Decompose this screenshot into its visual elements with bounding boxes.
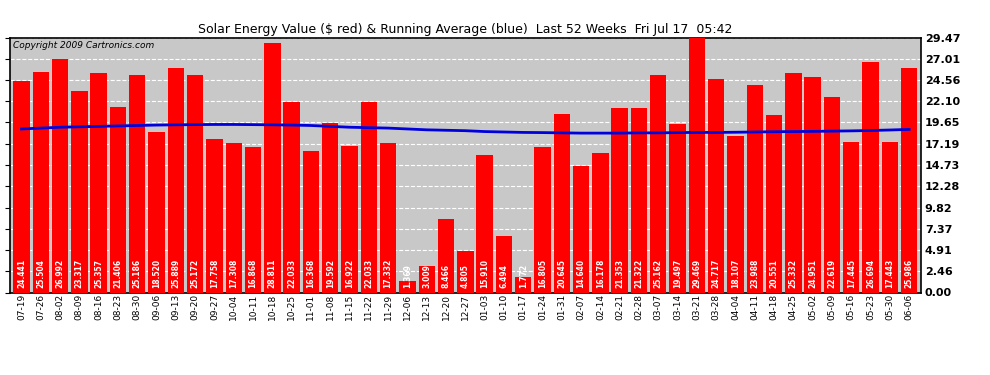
Text: 25.162: 25.162 [653,259,662,288]
Bar [689,38,705,292]
Text: 16.805: 16.805 [538,259,547,288]
Bar [785,73,802,292]
Text: 19.497: 19.497 [673,259,682,288]
Bar [573,166,589,292]
Bar [824,97,841,292]
Bar [728,136,743,292]
Bar [746,85,763,292]
Text: 16.922: 16.922 [346,259,354,288]
Bar [438,219,454,292]
Bar [399,280,416,292]
Bar [360,102,377,292]
Bar [206,139,223,292]
Title: Solar Energy Value ($ red) & Running Average (blue)  Last 52 Weeks  Fri Jul 17  : Solar Energy Value ($ red) & Running Ave… [198,23,733,36]
Bar [380,142,396,292]
Bar [496,236,512,292]
Bar [631,108,647,292]
Bar [766,115,782,292]
Text: 25.357: 25.357 [94,259,103,288]
Text: 25.986: 25.986 [905,259,914,288]
Text: 16.178: 16.178 [596,259,605,288]
Bar [90,73,107,292]
Text: 26.992: 26.992 [55,259,64,288]
Text: 18.520: 18.520 [152,259,161,288]
Text: 16.368: 16.368 [307,259,316,288]
Bar [476,155,493,292]
Text: 17.758: 17.758 [210,259,219,288]
Text: 19.592: 19.592 [326,259,335,288]
Bar [129,75,146,292]
Text: 23.317: 23.317 [75,259,84,288]
Text: 17.445: 17.445 [846,259,855,288]
Bar [805,76,821,292]
Bar [148,132,164,292]
Bar [708,79,725,292]
Text: 21.353: 21.353 [615,259,624,288]
Text: 24.717: 24.717 [712,259,721,288]
Bar [264,43,280,292]
Text: 20.551: 20.551 [769,259,778,288]
Text: 25.186: 25.186 [133,259,142,288]
Bar [33,72,49,292]
Bar [419,267,435,292]
Text: 20.645: 20.645 [557,259,566,288]
Text: 14.640: 14.640 [576,259,585,288]
Text: 17.308: 17.308 [230,259,239,288]
Text: 24.441: 24.441 [17,259,26,288]
Bar [245,147,261,292]
Text: 25.504: 25.504 [37,259,46,288]
Text: 23.988: 23.988 [750,259,759,288]
Text: 21.322: 21.322 [635,259,644,288]
Text: 25.332: 25.332 [789,259,798,288]
Bar [110,107,126,292]
Text: 3.009: 3.009 [422,264,432,288]
Bar [187,75,203,292]
Bar [457,251,473,292]
Text: 8.466: 8.466 [442,264,450,288]
Text: 21.406: 21.406 [114,259,123,288]
Text: 17.332: 17.332 [383,259,393,288]
Text: 17.443: 17.443 [885,259,894,288]
Text: 29.469: 29.469 [692,259,701,288]
Text: 6.494: 6.494 [499,264,509,288]
Bar [650,75,666,292]
Bar [303,151,319,292]
Bar [322,123,339,292]
Bar [901,68,918,292]
Text: 22.033: 22.033 [364,259,373,288]
Text: 26.694: 26.694 [866,259,875,288]
Bar [226,143,242,292]
Bar [882,142,898,292]
Bar [71,91,87,292]
Bar [843,141,859,292]
Bar [553,114,570,292]
Bar [13,81,30,292]
Bar [592,153,609,292]
Text: 1.772: 1.772 [519,264,528,288]
Text: 4.805: 4.805 [460,264,470,288]
Bar [862,62,879,292]
Bar [515,277,532,292]
Text: 28.811: 28.811 [268,259,277,288]
Text: 24.951: 24.951 [808,259,817,288]
Bar [612,108,628,292]
Bar [669,124,686,292]
Text: 22.619: 22.619 [828,259,837,288]
Bar [51,59,68,292]
Text: Copyright 2009 Cartronics.com: Copyright 2009 Cartronics.com [13,41,153,50]
Text: 15.910: 15.910 [480,259,489,288]
Text: 16.868: 16.868 [248,259,257,288]
Bar [167,69,184,292]
Text: 18.107: 18.107 [731,259,740,288]
Bar [535,147,550,292]
Text: 1.369: 1.369 [403,264,412,288]
Text: 25.172: 25.172 [191,259,200,288]
Bar [342,146,357,292]
Text: 22.033: 22.033 [287,259,296,288]
Bar [283,102,300,292]
Text: 25.889: 25.889 [171,259,180,288]
